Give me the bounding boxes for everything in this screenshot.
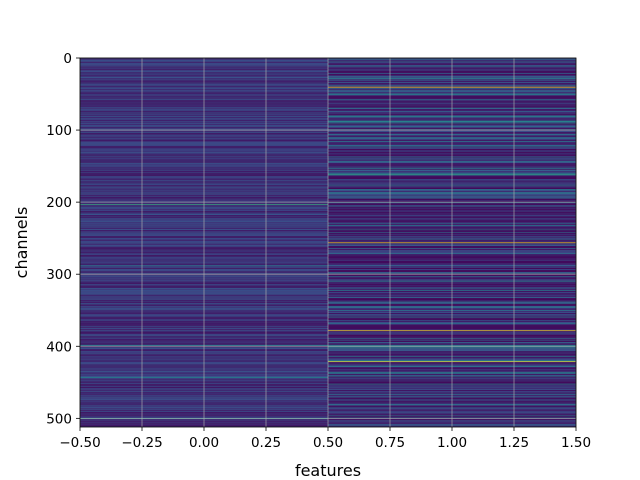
x-tick-label: 0.25	[251, 435, 281, 451]
x-tick-label: 0.75	[375, 435, 405, 451]
y-tick-label: 100	[46, 123, 72, 139]
x-tick-label: 1.25	[499, 435, 529, 451]
x-axis-label: features	[295, 461, 361, 480]
x-axis-ticks: −0.50 −0.25 0.00 0.25 0.50 0.75 1.00 1.25 1.50	[59, 427, 591, 451]
x-tick-label: −0.25	[121, 435, 162, 451]
y-tick-label: 200	[46, 195, 72, 211]
y-axis-ticks: 0 100 200 300 400 500	[46, 51, 80, 427]
x-tick-label: 1.50	[561, 435, 591, 451]
y-tick-label: 400	[46, 339, 72, 355]
y-tick-label: 0	[63, 51, 72, 67]
x-tick-label: 1.00	[437, 435, 467, 451]
y-tick-label: 300	[46, 267, 72, 283]
y-axis-label: channels	[12, 207, 31, 279]
x-tick-label: −0.50	[59, 435, 100, 451]
x-tick-label: 0.00	[189, 435, 219, 451]
y-tick-label: 500	[46, 411, 72, 427]
x-tick-label: 0.50	[313, 435, 343, 451]
